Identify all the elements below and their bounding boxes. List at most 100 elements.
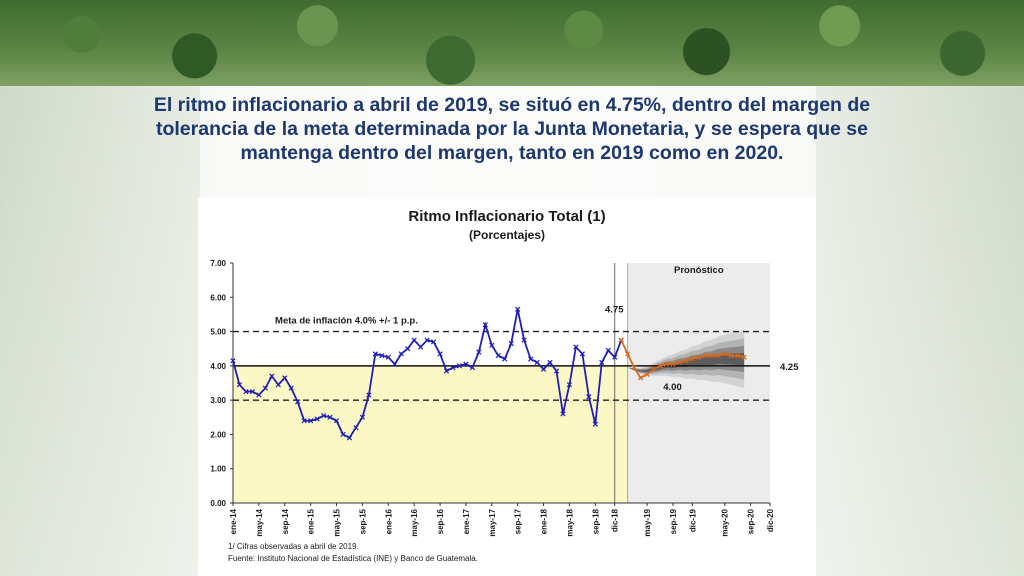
series-1-point <box>670 361 676 367</box>
x-tick-label: ene-15 <box>307 508 316 534</box>
series-0-point <box>547 359 553 366</box>
series-0-point <box>489 342 495 348</box>
series-1-point <box>650 366 657 372</box>
x-tick-label: sep-16 <box>436 508 445 534</box>
series-0-point <box>288 385 294 391</box>
slide-headline: El ritmo inflacionario a abril de 2019, … <box>153 94 871 164</box>
series-0-point <box>482 322 488 328</box>
series-0-point <box>353 424 359 431</box>
chart-panel: Ritmo Inflacionario Total (1) (Porcentaj… <box>198 197 816 576</box>
series-0-point <box>592 421 598 427</box>
series-1-point <box>722 351 728 357</box>
forecast-label: Pronóstico <box>674 265 724 276</box>
series-0-point <box>327 414 333 420</box>
series-0-point <box>476 349 482 355</box>
forest-background <box>0 0 1024 86</box>
series-1-point <box>683 358 689 364</box>
y-tick-label: 6.00 <box>210 293 226 302</box>
x-tick-label: may-14 <box>255 508 264 536</box>
x-tick-label: ene-17 <box>462 508 471 534</box>
series-0-point <box>534 359 540 366</box>
series-1-point <box>657 363 663 369</box>
series-0-point <box>463 361 469 367</box>
series-0-point <box>282 375 288 381</box>
series-0-point <box>586 394 592 400</box>
series-0-point <box>508 340 514 347</box>
series-0-point <box>405 346 411 352</box>
series-1-point <box>715 352 721 359</box>
series-1-point <box>631 364 637 371</box>
series-0-point <box>469 364 476 371</box>
series-0-point <box>340 431 346 438</box>
series-1-point <box>676 359 683 366</box>
series-0-point <box>295 399 301 405</box>
series-1-point <box>735 352 741 359</box>
x-tick-label: ene-14 <box>229 508 238 534</box>
series-0-point <box>456 363 463 369</box>
series-0-point <box>385 354 391 360</box>
x-tick-label: may-18 <box>565 508 574 536</box>
series-0-point <box>430 339 437 345</box>
series-0-point <box>579 351 585 357</box>
series-1-point <box>625 351 631 357</box>
chart-subtitle: (Porcentajes) <box>469 228 545 242</box>
x-tick-label: sep-20 <box>747 508 756 534</box>
x-tick-label: dic-19 <box>688 508 697 532</box>
series-0-point <box>424 337 430 343</box>
x-tick-label: may-16 <box>410 508 419 536</box>
series-0-point <box>566 382 573 388</box>
x-tick-label: ene-16 <box>384 508 393 534</box>
series-0-point <box>398 351 404 357</box>
series-0-point <box>236 382 243 388</box>
series-1-point <box>709 352 715 359</box>
series-0-point <box>275 382 281 388</box>
footnote-2: Fuente: Instituto Nacional de Estadístic… <box>228 554 478 563</box>
series-0-point <box>346 435 353 441</box>
x-tick-label: sep-18 <box>591 508 600 534</box>
series-0-point <box>437 351 443 357</box>
series-0-point <box>230 358 236 364</box>
y-tick-label: 1.00 <box>210 465 226 474</box>
series-1-point <box>728 352 734 359</box>
x-tick-label: dic-20 <box>766 508 775 532</box>
series-1-point <box>689 356 695 362</box>
series-0-point <box>392 361 398 367</box>
series-1-point <box>637 375 644 381</box>
x-tick-label: may-19 <box>643 508 652 536</box>
series-0-point <box>320 412 327 419</box>
footnote-1: 1/ Cifras observadas a abril de 2019. <box>228 542 359 551</box>
y-tick-label: 2.00 <box>210 430 226 439</box>
series-0-point <box>333 418 340 424</box>
series-0-point <box>262 385 268 391</box>
series-0-point <box>502 356 508 362</box>
series-1-point <box>618 337 624 343</box>
y-tick-label: 5.00 <box>210 328 226 337</box>
series-1-point <box>702 352 708 359</box>
x-tick-label: sep-14 <box>281 508 290 534</box>
series-0-point <box>314 416 320 422</box>
series-0-point <box>372 351 378 357</box>
series-0-point <box>443 368 450 374</box>
inflation-chart: Ritmo Inflacionario Total (1) (Porcentaj… <box>210 208 799 563</box>
series-0-point <box>612 354 618 360</box>
value-label-last: 4.75 <box>605 305 624 316</box>
x-tick-label: may-20 <box>721 508 730 536</box>
value-label-target: 4.00 <box>663 382 682 393</box>
series-0-point <box>553 368 560 374</box>
series-1-point <box>741 354 747 360</box>
series-1-point <box>663 361 670 367</box>
plot-area: 0.00 1.00 2.00 3.00 4.00 5.00 6.00 7.00 ene-14 ma… <box>210 259 799 537</box>
series-0-point <box>411 337 417 343</box>
x-tick-label: sep-17 <box>514 508 523 534</box>
series-0-point <box>605 347 611 354</box>
x-tick-label: ene-18 <box>540 508 549 534</box>
series-0-point <box>450 364 456 371</box>
value-label-end: 4.25 <box>780 362 799 373</box>
y-tick-label: 4.00 <box>210 362 226 371</box>
series-0-point <box>515 306 521 312</box>
x-tick-label: dic-18 <box>611 508 620 532</box>
series-0-point <box>269 373 275 379</box>
x-tick-label: may-17 <box>488 508 497 536</box>
series-0-point <box>249 388 256 395</box>
series-0-point <box>527 356 534 362</box>
